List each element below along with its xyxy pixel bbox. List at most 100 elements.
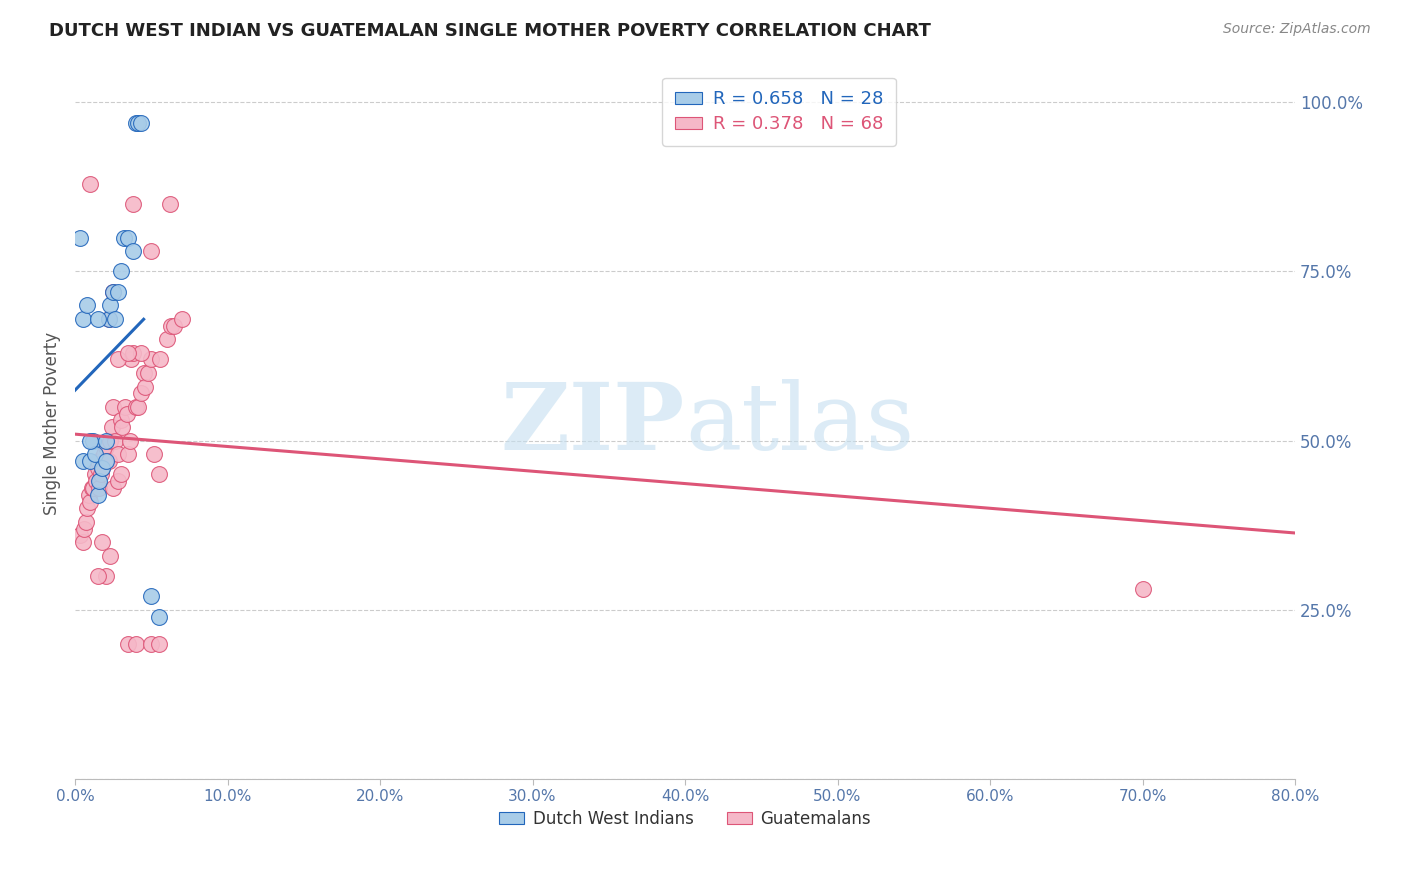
- Point: [72, 535, 94, 549]
- Point: [76, 501, 98, 516]
- Point: [96, 454, 118, 468]
- Point: [149, 352, 172, 367]
- Point: [141, 352, 163, 367]
- Point: [120, 352, 142, 367]
- Point: [134, 379, 156, 393]
- Point: [90, 467, 112, 482]
- Point: [143, 447, 166, 461]
- Point: [114, 400, 136, 414]
- Point: [101, 481, 124, 495]
- Legend: Dutch West Indians, Guatemalans: Dutch West Indians, Guatemalans: [492, 803, 877, 835]
- Point: [83, 467, 105, 482]
- Point: [89, 481, 111, 495]
- Point: [101, 400, 124, 414]
- Point: [104, 434, 127, 448]
- Point: [80, 481, 103, 495]
- Point: [129, 115, 152, 129]
- Point: [136, 366, 159, 380]
- Point: [101, 285, 124, 299]
- Point: [117, 637, 139, 651]
- Point: [87, 311, 110, 326]
- Point: [110, 467, 132, 482]
- Point: [69, 230, 91, 244]
- Point: [110, 264, 132, 278]
- Text: ZIP: ZIP: [501, 379, 685, 468]
- Point: [141, 244, 163, 259]
- Point: [101, 285, 124, 299]
- Point: [160, 318, 183, 333]
- Point: [122, 197, 145, 211]
- Point: [148, 467, 170, 482]
- Point: [91, 460, 114, 475]
- Point: [79, 454, 101, 468]
- Point: [122, 244, 145, 259]
- Point: [122, 345, 145, 359]
- Point: [82, 481, 104, 495]
- Point: [79, 494, 101, 508]
- Point: [98, 298, 121, 312]
- Point: [112, 230, 135, 244]
- Point: [107, 474, 129, 488]
- Point: [159, 197, 181, 211]
- Point: [1132, 582, 1154, 597]
- Point: [129, 345, 152, 359]
- Point: [93, 447, 115, 461]
- Point: [91, 460, 114, 475]
- Point: [107, 285, 129, 299]
- Text: Source: ZipAtlas.com: Source: ZipAtlas.com: [1223, 22, 1371, 37]
- Point: [98, 434, 121, 448]
- Point: [117, 230, 139, 244]
- Point: [104, 311, 127, 326]
- Point: [82, 434, 104, 448]
- Point: [111, 420, 134, 434]
- Point: [155, 332, 177, 346]
- Point: [69, 528, 91, 542]
- Point: [141, 589, 163, 603]
- Point: [97, 311, 120, 326]
- Point: [132, 366, 155, 380]
- Point: [97, 311, 120, 326]
- Point: [125, 400, 148, 414]
- Point: [129, 386, 152, 401]
- Point: [94, 441, 117, 455]
- Point: [97, 454, 120, 468]
- Y-axis label: Single Mother Poverty: Single Mother Poverty: [44, 332, 60, 516]
- Point: [127, 400, 149, 414]
- Point: [76, 298, 98, 312]
- Point: [125, 637, 148, 651]
- Point: [125, 115, 148, 129]
- Point: [73, 522, 96, 536]
- Point: [118, 434, 141, 448]
- Point: [107, 447, 129, 461]
- Text: DUTCH WEST INDIAN VS GUATEMALAN SINGLE MOTHER POVERTY CORRELATION CHART: DUTCH WEST INDIAN VS GUATEMALAN SINGLE M…: [49, 22, 931, 40]
- Point: [79, 177, 101, 191]
- Point: [79, 434, 101, 448]
- Point: [163, 318, 186, 333]
- Point: [117, 345, 139, 359]
- Point: [100, 420, 122, 434]
- Point: [148, 609, 170, 624]
- Point: [107, 352, 129, 367]
- Point: [115, 407, 138, 421]
- Point: [83, 447, 105, 461]
- Point: [94, 454, 117, 468]
- Point: [89, 474, 111, 488]
- Point: [87, 488, 110, 502]
- Point: [127, 115, 149, 129]
- Point: [110, 413, 132, 427]
- Point: [148, 637, 170, 651]
- Point: [117, 447, 139, 461]
- Point: [141, 637, 163, 651]
- Point: [86, 474, 108, 488]
- Point: [87, 460, 110, 475]
- Point: [75, 515, 97, 529]
- Point: [77, 488, 100, 502]
- Point: [94, 569, 117, 583]
- Point: [98, 549, 121, 563]
- Point: [87, 454, 110, 468]
- Point: [87, 569, 110, 583]
- Point: [72, 311, 94, 326]
- Point: [91, 535, 114, 549]
- Point: [94, 434, 117, 448]
- Point: [170, 311, 193, 326]
